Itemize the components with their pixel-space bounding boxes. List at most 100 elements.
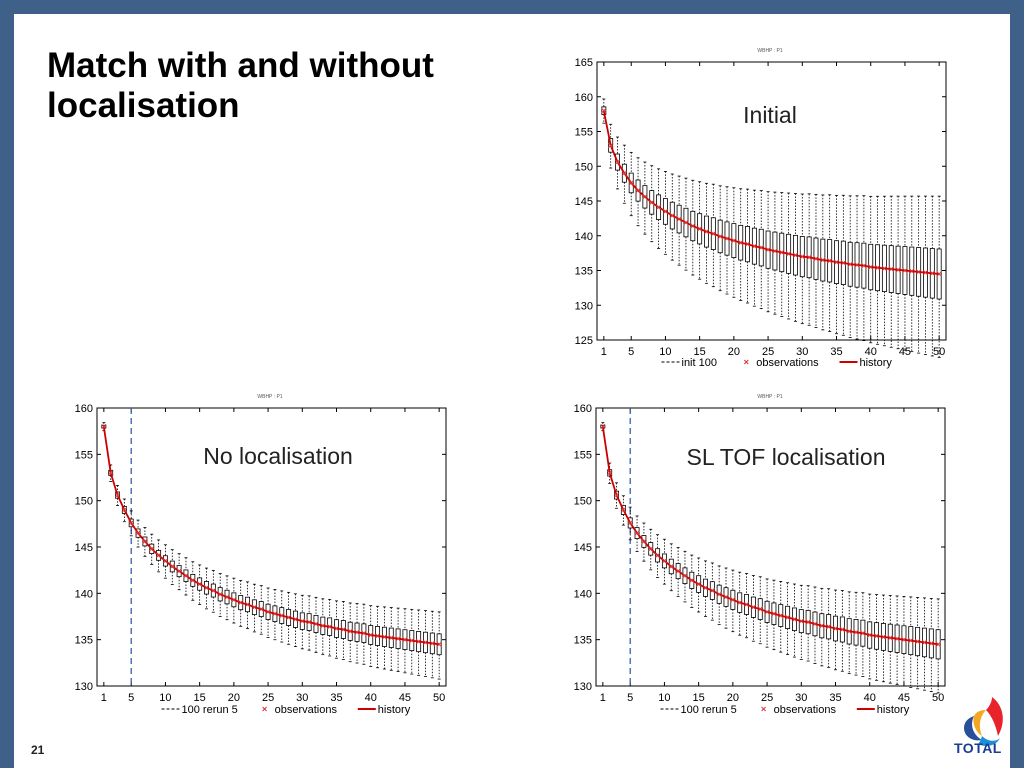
observation-point: [299, 618, 305, 624]
observation-point: [675, 568, 681, 574]
legend-label: observations: [275, 704, 338, 716]
observation-point: [676, 216, 682, 222]
observation-point: [354, 629, 360, 635]
observation-point: [231, 597, 237, 603]
observation-point: [176, 568, 182, 574]
y-tick-label: 135: [575, 266, 593, 278]
observation-point: [361, 630, 367, 636]
y-tick-label: 135: [75, 635, 93, 647]
observation-point: [395, 636, 401, 642]
observation-point: [121, 507, 127, 513]
observation-point: [881, 265, 887, 271]
observation-point: [697, 226, 703, 232]
observation-point: [600, 423, 606, 430]
y-tick-label: 160: [75, 403, 93, 415]
observation-point: [183, 573, 189, 579]
observation-point: [827, 258, 833, 264]
y-tick-label: 150: [75, 496, 93, 508]
x-tick-label: 1: [101, 692, 107, 704]
x-tick-label: 35: [830, 346, 842, 358]
observation-point: [621, 170, 627, 176]
observation-point: [238, 600, 244, 606]
observation-point: [751, 243, 757, 249]
observation-point: [936, 271, 942, 277]
x-tick-label: 10: [159, 692, 171, 704]
x-tick-label: 30: [296, 692, 308, 704]
observation-point: [149, 546, 155, 552]
x-tick-label: 45: [898, 692, 910, 704]
observation-point: [921, 639, 928, 646]
y-tick-label: 155: [575, 127, 593, 139]
observation-point: [203, 585, 210, 591]
x-tick-label: 5: [627, 692, 633, 704]
observation-point: [114, 492, 121, 498]
observation-point: [169, 563, 175, 570]
legend-swatch: [262, 706, 267, 712]
legend-item-0: init 100: [661, 357, 717, 369]
y-tick-label: 155: [75, 449, 93, 461]
observation-point: [833, 259, 840, 265]
y-tick-label: 130: [75, 681, 93, 693]
observation-point: [682, 573, 688, 579]
observation-point: [251, 604, 257, 610]
observation-point: [744, 241, 751, 247]
observation-point: [210, 587, 216, 594]
observation-point: [902, 267, 908, 274]
x-tick-label: 30: [795, 692, 807, 704]
x-tick-label: 30: [796, 346, 808, 358]
x-tick-label: 40: [865, 346, 877, 358]
legend-item-1: observations: [262, 704, 338, 716]
observation-point: [655, 552, 661, 558]
legend-swatch: [761, 706, 766, 712]
observation-point: [190, 577, 196, 583]
observation-point: [888, 266, 894, 272]
observation-point: [627, 520, 633, 526]
observation-point: [874, 633, 880, 639]
observation-point: [894, 636, 900, 642]
chart-title: WBHP : P1: [757, 48, 782, 54]
observation-point: [928, 640, 934, 646]
y-tick-label: 130: [575, 300, 593, 312]
x-tick-label: 25: [761, 692, 773, 704]
observation-point: [661, 558, 667, 564]
observation-point: [703, 229, 710, 235]
chart-title: WBHP : P1: [757, 394, 782, 400]
x-tick-label: 1: [601, 346, 607, 358]
observation-point: [416, 638, 422, 645]
observation-point: [778, 613, 784, 619]
observation-point: [368, 632, 374, 638]
legend-swatch: [743, 359, 749, 365]
observation-point: [279, 613, 285, 619]
observation-point: [340, 626, 346, 633]
y-tick-label: 140: [574, 588, 592, 600]
observation-point: [929, 270, 935, 276]
observation-point: [847, 261, 853, 267]
observation-point: [313, 621, 319, 627]
observation-point: [702, 585, 709, 591]
legend-item-0: 100 rerun 5: [660, 704, 737, 716]
observation-point: [689, 577, 695, 583]
observation-point: [750, 604, 756, 610]
observation-point: [668, 563, 674, 570]
x-tick-label: 20: [228, 692, 240, 704]
observation-point: [620, 507, 626, 513]
observation-point: [108, 470, 114, 476]
observation-point: [806, 254, 812, 260]
observation-point: [292, 616, 299, 622]
observation-point: [887, 635, 893, 641]
y-tick-label: 135: [574, 635, 592, 647]
observation-point: [409, 638, 415, 644]
total-logo-icon: [964, 697, 1003, 746]
observation-point: [320, 623, 326, 629]
observation-point: [724, 235, 730, 242]
observation-point: [908, 638, 914, 644]
observation-point: [388, 635, 394, 641]
y-tick-label: 145: [574, 542, 592, 554]
observation-point: [306, 619, 312, 625]
x-tick-label: 50: [433, 692, 445, 704]
observation-point: [880, 634, 886, 640]
x-tick-label: 15: [693, 692, 705, 704]
observation-point: [429, 640, 435, 646]
